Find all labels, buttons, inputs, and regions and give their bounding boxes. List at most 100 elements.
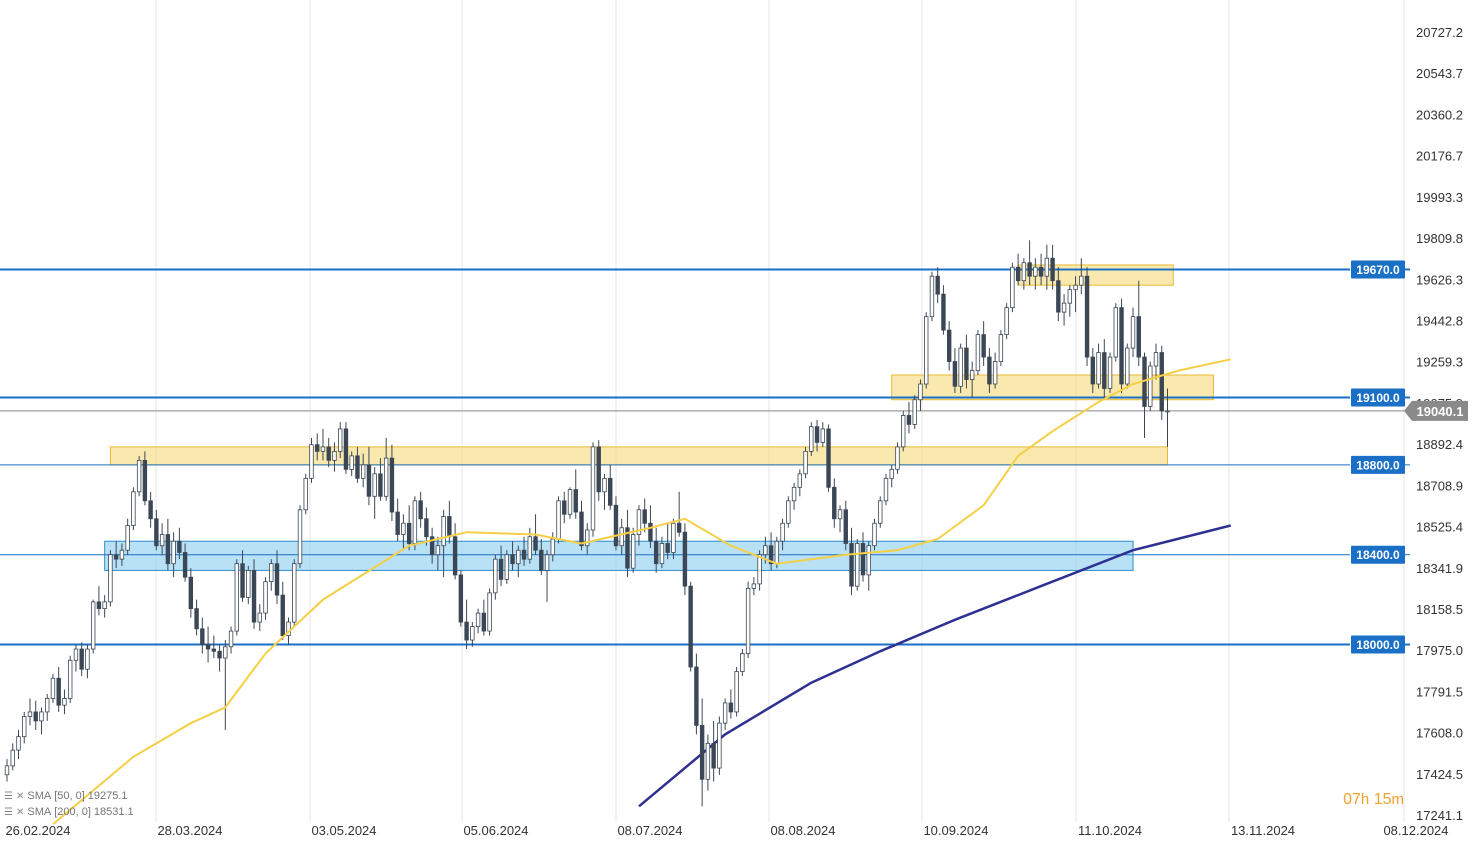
x-tick-label: 08.08.2024	[770, 823, 835, 838]
candle-down	[946, 329, 952, 362]
candle-down	[154, 518, 159, 547]
candle-up	[360, 464, 366, 479]
candle-up	[102, 601, 107, 610]
candle-up	[90, 601, 96, 650]
candle-up	[837, 509, 843, 520]
x-tick-label: 26.02.2024	[5, 823, 70, 838]
candle-up	[1096, 352, 1101, 385]
candle-down	[447, 516, 452, 538]
candle-down	[1084, 275, 1090, 358]
candle-up	[705, 742, 711, 780]
candle-up	[234, 563, 239, 632]
candle-up	[470, 626, 475, 641]
candle-down	[251, 570, 257, 623]
candle-up	[303, 477, 308, 511]
candle-down	[941, 293, 946, 331]
legend-sma-50-value: 19275.1	[87, 790, 128, 802]
candle-up	[1107, 356, 1113, 389]
candle-down	[768, 545, 774, 565]
candle-down	[1056, 280, 1061, 313]
close-icon[interactable]: ✕	[15, 806, 25, 818]
candle-up	[269, 563, 274, 583]
candle-up	[504, 554, 510, 580]
candle-up	[136, 459, 142, 493]
y-tick-label: 18341.9	[1416, 561, 1463, 576]
candle-down	[539, 549, 544, 571]
candle-down	[366, 464, 372, 497]
candle-down	[343, 428, 349, 470]
candle-down	[964, 347, 969, 380]
candle-down	[648, 522, 653, 542]
candle-up	[722, 702, 728, 724]
candle-up	[67, 659, 73, 699]
candle-down	[579, 511, 584, 547]
close-icon[interactable]: ✕	[15, 790, 25, 802]
candle-up	[912, 399, 917, 425]
candle-up	[228, 630, 234, 648]
candle-up	[108, 554, 113, 603]
menu-icon[interactable]: ☰	[4, 806, 13, 818]
candle-down	[205, 644, 211, 650]
level-label-box	[1351, 455, 1405, 474]
menu-icon[interactable]: ☰	[4, 790, 13, 802]
candle-down	[843, 509, 848, 544]
candle-up	[338, 428, 343, 452]
candle-up	[1079, 275, 1084, 286]
candle-up	[125, 525, 130, 551]
candle-down	[194, 608, 199, 630]
level-label-text: 19100.0	[1356, 391, 1400, 405]
candle-down	[274, 563, 280, 596]
sma-200-line	[638, 524, 1232, 808]
candle-up	[619, 527, 624, 547]
timer-hours: 07	[1343, 791, 1361, 808]
candle-down	[642, 509, 647, 524]
candle-up	[487, 592, 492, 632]
current-price-text: 19040.1	[1417, 404, 1464, 419]
candle-down	[424, 518, 429, 538]
y-tick-label: 18708.9	[1416, 478, 1463, 493]
candle-up	[246, 570, 251, 598]
candle-down	[935, 275, 940, 295]
x-tick-label: 03.05.2024	[311, 823, 376, 838]
candle-up	[372, 473, 377, 497]
level-label-text: 18000.0	[1356, 638, 1400, 652]
candle-up	[119, 549, 125, 560]
level-labels: 19670.0 19100.0 18800.0 18400.0 18000.0 19040…	[1351, 260, 1468, 654]
candle-down	[165, 534, 171, 565]
candle-down	[849, 543, 854, 587]
candle-down	[682, 531, 688, 587]
candle-up	[1130, 316, 1136, 349]
y-tick-label: 19259.3	[1416, 355, 1463, 370]
legend-sma-50[interactable]: ☰ ✕ SMA [50, 0] 19275.1	[4, 790, 128, 802]
y-tick-label: 17791.5	[1416, 684, 1463, 699]
candle-up	[332, 450, 337, 461]
candle-up	[435, 545, 441, 556]
legend-sma-200-name: SMA	[27, 806, 52, 818]
candle-up	[786, 500, 791, 524]
y-tick-label: 17975.0	[1416, 643, 1463, 658]
candle-down	[326, 446, 331, 461]
candle-up	[855, 543, 860, 587]
levels-layer	[0, 268, 1410, 646]
candle-up	[223, 646, 228, 659]
candle-up	[734, 671, 739, 713]
candle-up	[1004, 307, 1009, 335]
candle-down	[814, 426, 820, 443]
candle-down	[481, 612, 487, 632]
candle-down	[240, 563, 245, 598]
candle-up	[1113, 307, 1118, 358]
zone-rect	[104, 540, 1134, 571]
candle-up	[1021, 262, 1027, 282]
legend-sma-200[interactable]: ☰ ✕ SMA [200, 0] 18531.1	[4, 806, 134, 818]
candle-down	[832, 486, 837, 520]
candle-up	[1125, 347, 1130, 385]
timer-hours-unit: h	[1360, 791, 1370, 808]
timer-minutes: 15	[1373, 791, 1392, 808]
candle-down	[355, 455, 360, 479]
candle-down	[665, 543, 670, 553]
y-tick-label: 17608.0	[1416, 726, 1463, 741]
candle-up	[780, 522, 785, 542]
candle-up	[516, 549, 521, 565]
candle-up	[757, 554, 762, 585]
